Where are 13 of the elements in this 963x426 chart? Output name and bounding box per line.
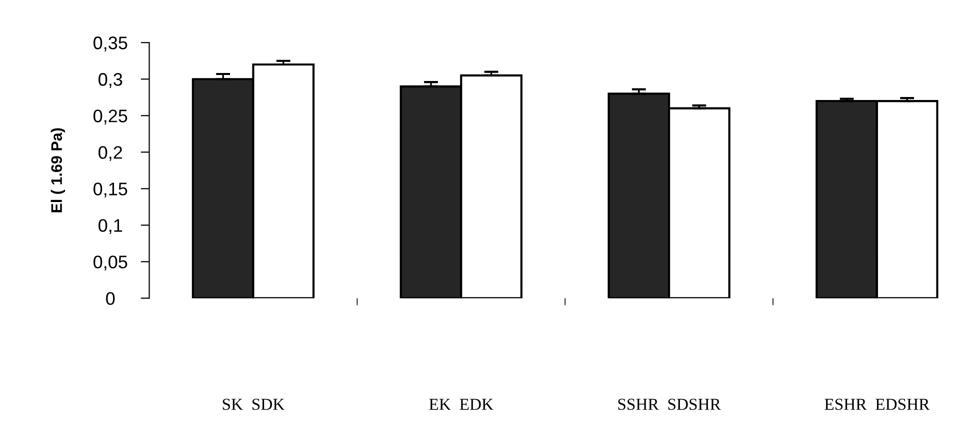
y-tick-label: 0,25: [94, 110, 128, 124]
y-tick-label: 0,1: [98, 219, 122, 234]
y-axis-title: El ( 1.69 Pa): [50, 128, 66, 212]
x-tick-label: SSHR SDSHR: [618, 398, 721, 410]
x-tick-label: SK SDK: [222, 398, 285, 410]
y-tick-label: 0,05: [94, 256, 128, 271]
y-tick-label: 0,2: [98, 146, 122, 161]
y-tick-label: 0,35: [94, 36, 128, 52]
y-tick-label: 0: [106, 292, 115, 305]
x-tick-label: ESHR EDSHR: [824, 398, 930, 410]
y-tick-label: 0,3: [98, 73, 122, 88]
x-tick-label: EK EDK: [429, 398, 494, 410]
y-tick-label: 0,15: [94, 182, 128, 198]
